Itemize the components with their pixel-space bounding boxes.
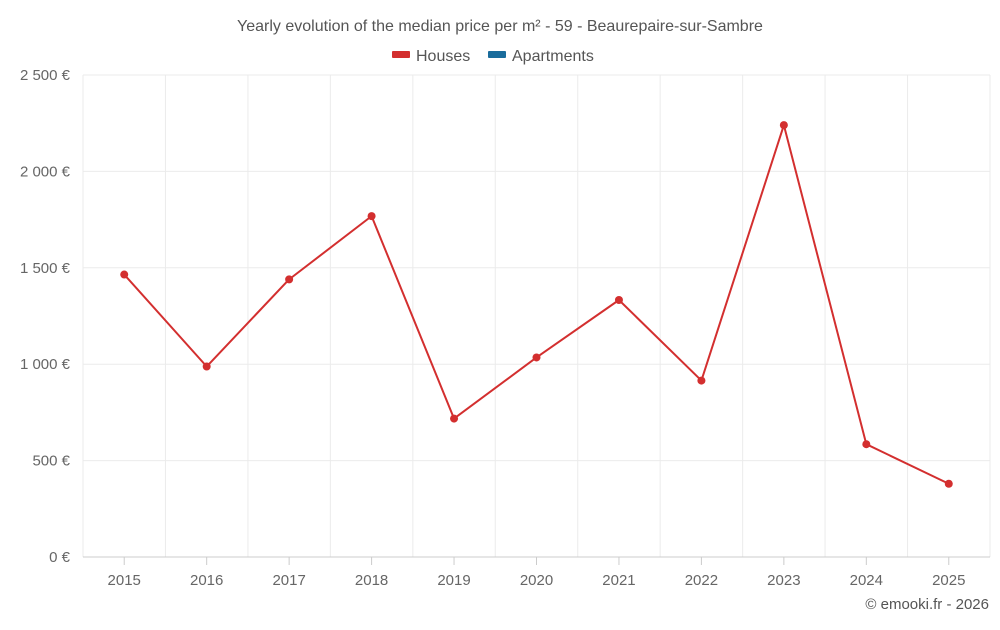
y-tick-label: 2 000 € <box>20 163 71 180</box>
data-point-houses[interactable] <box>862 440 871 449</box>
x-tick-label: 2019 <box>437 572 470 589</box>
data-point-houses[interactable] <box>120 270 129 279</box>
data-point-houses[interactable] <box>944 479 953 488</box>
x-tick-label: 2015 <box>108 572 141 589</box>
x-tick-label: 2018 <box>355 572 388 589</box>
x-tick-label: 2022 <box>685 572 718 589</box>
y-tick-label: 2 500 € <box>20 67 71 84</box>
y-tick-label: 0 € <box>49 549 71 566</box>
data-point-houses[interactable] <box>450 414 459 423</box>
series-layer <box>120 121 953 488</box>
data-point-houses[interactable] <box>532 353 541 362</box>
legend-swatch-houses <box>392 51 410 58</box>
x-tick-label: 2021 <box>602 572 635 589</box>
data-point-houses[interactable] <box>614 295 623 304</box>
x-tick-label: 2024 <box>850 572 883 589</box>
y-axis-ticks: 0 € 500 € 1 000 € 1 500 € 2 000 € 2 500 € <box>20 67 71 566</box>
x-tick-label: 2023 <box>767 572 800 589</box>
data-point-houses[interactable] <box>697 376 706 385</box>
y-tick-label: 500 € <box>32 453 70 470</box>
x-tick-label: 2017 <box>272 572 305 589</box>
legend-label-houses: Houses <box>416 48 470 65</box>
credit-text: © emooki.fr - 2026 <box>865 596 989 613</box>
y-tick-label: 1 000 € <box>20 356 71 373</box>
data-point-houses[interactable] <box>285 275 294 284</box>
chart-title: Yearly evolution of the median price per… <box>237 18 763 35</box>
data-point-houses[interactable] <box>779 121 788 130</box>
x-tick-label: 2016 <box>190 572 223 589</box>
legend-item-houses[interactable]: Houses <box>392 48 470 65</box>
x-tick-label: 2020 <box>520 572 553 589</box>
legend-label-apartments: Apartments <box>512 48 594 65</box>
x-tick-label: 2025 <box>932 572 965 589</box>
legend: Houses Apartments <box>392 48 594 65</box>
data-point-houses[interactable] <box>367 212 376 221</box>
data-point-houses[interactable] <box>202 362 211 371</box>
y-tick-label: 1 500 € <box>20 260 71 277</box>
grid-lines <box>82 74 991 557</box>
legend-swatch-apartments <box>488 51 506 58</box>
x-axis-ticks: 2015 2016 2017 2018 2019 2020 2021 2022 2023 2024… <box>108 557 965 589</box>
legend-item-apartments[interactable]: Apartments <box>488 48 594 65</box>
